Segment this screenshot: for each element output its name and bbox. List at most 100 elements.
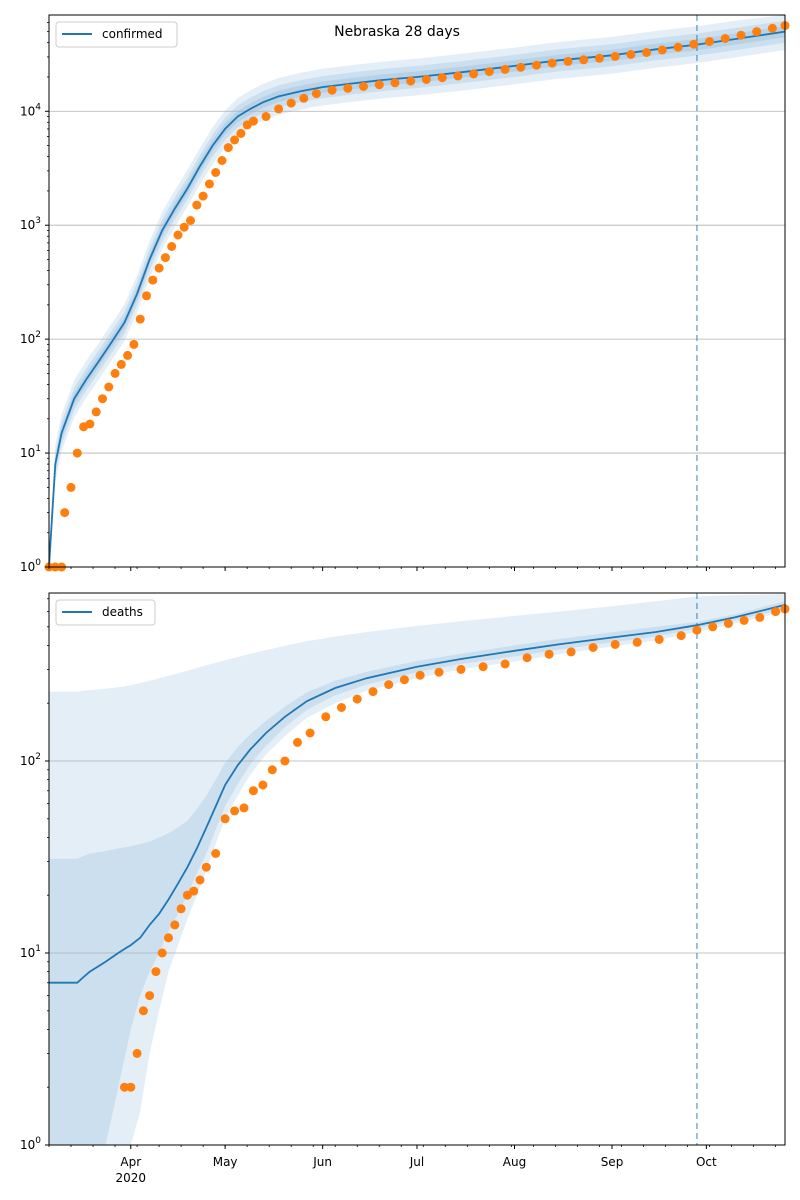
deaths-x-tick-label: Aug xyxy=(503,1155,526,1169)
confirmed-observed-point xyxy=(657,45,667,55)
deaths-legend-label: deaths xyxy=(102,605,143,619)
deaths-model-series xyxy=(49,604,786,984)
confirmed-observed-point xyxy=(110,368,120,378)
chart-title: Nebraska 28 days xyxy=(334,24,460,40)
confirmed-observed-point xyxy=(123,350,133,360)
confirmed-model-series xyxy=(48,30,786,568)
confirmed-observed-point xyxy=(286,98,296,108)
confirmed-observed-point xyxy=(248,116,258,126)
deaths-observed-point xyxy=(293,737,302,747)
deaths-observed-point xyxy=(588,643,598,652)
deaths-x-tick-label: Sep xyxy=(601,1155,624,1169)
deaths-observed-point xyxy=(755,612,765,622)
deaths-grid xyxy=(49,760,785,954)
deaths-observed-point xyxy=(723,619,733,628)
deaths-observed-point xyxy=(195,875,205,885)
deaths-observed-point xyxy=(368,687,378,697)
deaths-band-0 xyxy=(49,594,785,1145)
deaths-observed-point xyxy=(676,631,686,641)
deaths-observed-point xyxy=(230,806,240,816)
deaths-band-1 xyxy=(49,601,785,1145)
confirmed-legend-box xyxy=(55,21,178,48)
confirmed-observed-point xyxy=(179,222,189,232)
deaths-observed-point xyxy=(478,662,488,672)
deaths-x-tick-label: May xyxy=(213,1155,238,1169)
confirmed-observed-point xyxy=(594,53,604,63)
deaths-observed-point xyxy=(280,756,290,766)
confirmed-observed-point xyxy=(673,42,683,52)
confirmed-observed-point xyxy=(230,135,240,145)
confirmed-observed-point xyxy=(720,34,730,43)
confirmed-observed-point xyxy=(421,75,431,84)
deaths-x-tick-label: Jul xyxy=(409,1155,424,1169)
confirmed-observed-point xyxy=(453,71,463,81)
deaths-observed-point xyxy=(739,615,749,625)
deaths-observed-point xyxy=(632,637,642,647)
deaths-observed-point xyxy=(399,675,409,685)
deaths-observed-point xyxy=(654,634,664,644)
deaths-observed-point xyxy=(415,670,425,680)
confirmed-observed-point xyxy=(689,39,699,49)
confirmed-observed-point xyxy=(192,200,202,210)
confirmed-observed-point xyxy=(767,23,777,33)
deaths-observed-point xyxy=(352,694,362,704)
deaths-observed-point xyxy=(434,667,444,677)
confirmed-observed-point xyxy=(343,83,353,93)
confirmed-observed-point xyxy=(642,48,652,57)
confirmed-observed-point xyxy=(500,64,510,74)
deaths-observed-point xyxy=(544,649,554,659)
deaths-x-tick-label: Jun xyxy=(312,1155,332,1169)
confirmed-legend-label: confirmed xyxy=(102,27,163,41)
deaths-observed-point xyxy=(692,625,702,635)
confirmed-observed-point xyxy=(236,128,246,138)
confirmed-observed-point xyxy=(610,51,620,61)
deaths-observed-point xyxy=(176,904,186,914)
confirmed-observed-point xyxy=(705,37,714,46)
deaths-observed-point xyxy=(132,1048,142,1058)
confirmed-observed-point xyxy=(104,382,114,392)
deaths-observed-points xyxy=(120,604,790,1092)
deaths-observed-point xyxy=(708,622,718,632)
deaths-observed-point xyxy=(267,765,277,775)
confirmed-observed-point xyxy=(142,291,151,301)
confirmed-observed-point xyxy=(148,275,158,285)
deaths-observed-point xyxy=(164,933,173,943)
deaths-observed-point xyxy=(771,607,781,617)
confirmed-observed-point xyxy=(173,230,183,240)
confirmed-observed-point xyxy=(626,50,636,59)
confirmed-observed-point xyxy=(72,448,82,458)
confirmed-observed-point xyxy=(66,482,76,492)
confirmed-observed-point xyxy=(274,104,284,114)
deaths-observed-point xyxy=(239,803,249,813)
confirmed-observed-point xyxy=(484,67,494,77)
deaths-observed-point xyxy=(305,728,315,738)
deaths-observed-point xyxy=(220,814,230,824)
deaths-uncertainty-bands xyxy=(49,594,785,1145)
deaths-observed-point xyxy=(211,849,221,858)
deaths-observed-point xyxy=(201,862,211,872)
deaths-observed-point xyxy=(170,920,180,930)
confirmed-observed-point xyxy=(91,407,101,417)
deaths-observed-point xyxy=(566,647,576,657)
deaths-observed-point xyxy=(456,664,466,674)
deaths-observed-point xyxy=(258,780,268,790)
confirmed-observed-point xyxy=(167,242,177,251)
deaths-x-axis: Apr 2020 May Jun Jul Aug Sep Oct xyxy=(48,1145,776,1185)
confirmed-observed-point xyxy=(437,73,447,83)
deaths-x-tick-label: Oct xyxy=(696,1155,717,1169)
confirmed-observed-point xyxy=(299,93,309,103)
confirmed-observed-point xyxy=(579,55,589,65)
deaths-observed-point xyxy=(610,639,620,649)
deaths-observed-point xyxy=(145,991,155,1001)
confirmed-x-ticks xyxy=(48,567,776,571)
confirmed-legend: confirmed xyxy=(55,21,178,48)
deaths-model-line xyxy=(49,604,786,984)
deaths-observed-point xyxy=(157,948,167,958)
confirmed-observed-point xyxy=(390,78,400,88)
confirmed-observed-point xyxy=(129,339,139,349)
deaths-legend: deaths xyxy=(55,599,156,626)
confirmed-observed-point xyxy=(135,314,145,324)
